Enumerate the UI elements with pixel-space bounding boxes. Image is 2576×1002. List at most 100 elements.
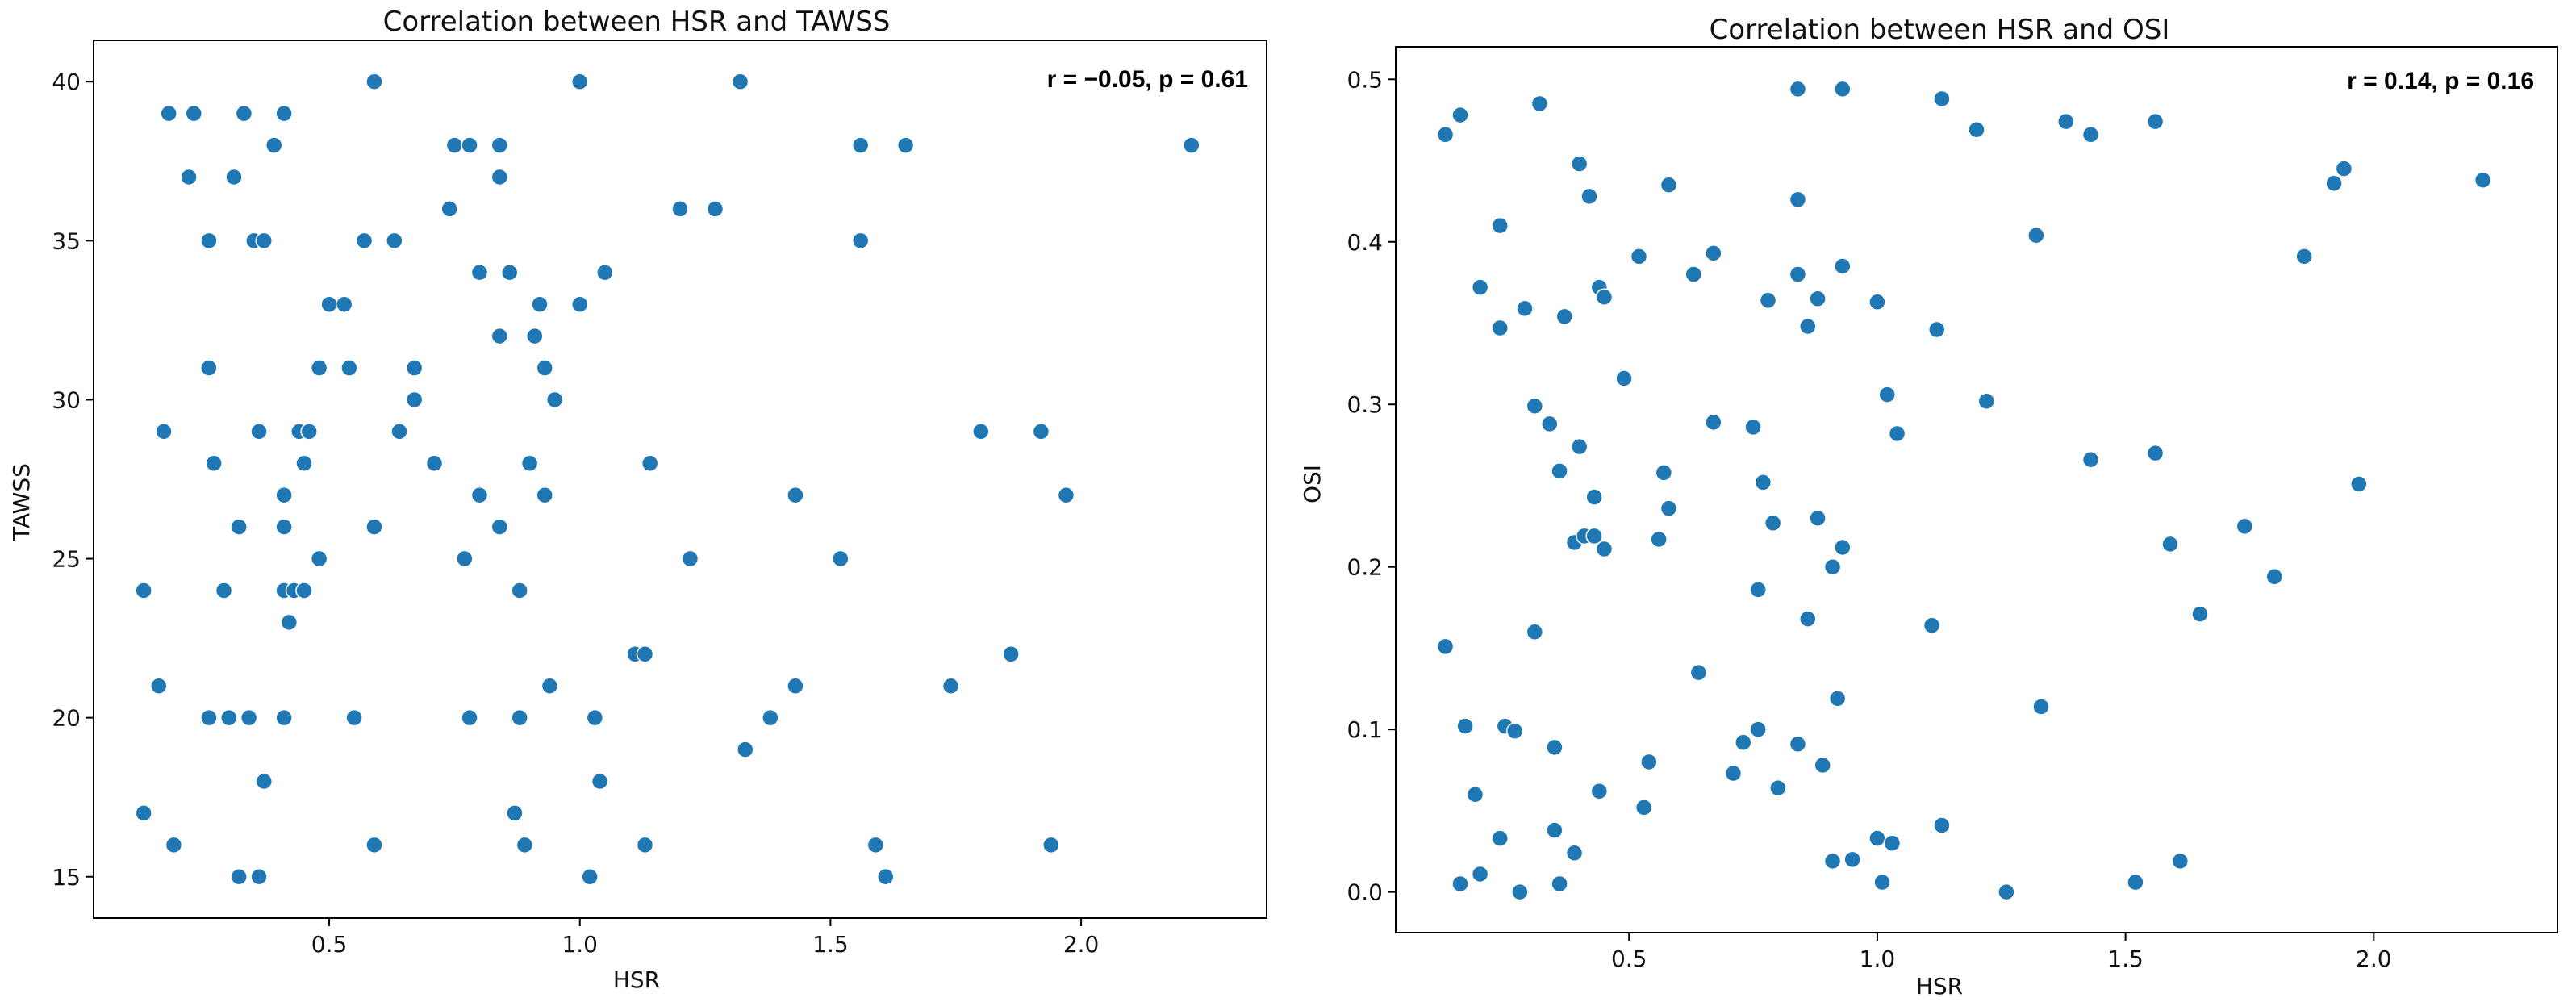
axis-ticks: 0.5 1.0 1.5 2.0 0.0 0.1 0.2 0.3 0.4 0.5 xyxy=(1346,66,2391,972)
data-point xyxy=(520,454,539,473)
data-point xyxy=(240,708,258,727)
data-point xyxy=(470,486,489,504)
data-point xyxy=(405,359,424,377)
data-point xyxy=(1551,875,1568,893)
data-point xyxy=(1759,291,1777,310)
data-point xyxy=(1456,717,1474,735)
data-point xyxy=(365,518,383,536)
data-point xyxy=(1977,392,1996,410)
data-point xyxy=(1630,248,1648,265)
data-point xyxy=(787,486,804,504)
data-point xyxy=(1585,488,1603,506)
data-point xyxy=(310,359,328,377)
x-tick-label: 2.0 xyxy=(2356,946,2392,972)
data-point xyxy=(681,549,699,568)
chart-title: Correlation between HSR and OSI xyxy=(1710,14,2170,46)
data-point xyxy=(1799,610,1817,628)
x-tick-label: 0.5 xyxy=(311,931,348,958)
data-point xyxy=(1873,873,1891,891)
data-point xyxy=(1749,581,1767,599)
y-tick-label: 25 xyxy=(52,546,81,573)
data-point xyxy=(185,104,203,123)
chart-tawss: Correlation between HSR and TAWSS HSR TA… xyxy=(8,6,1267,993)
data-point xyxy=(762,708,779,727)
data-point xyxy=(1516,299,1534,318)
data-point xyxy=(265,136,283,154)
data-point xyxy=(1689,663,1708,682)
chart-title: Correlation between HSR and TAWSS xyxy=(383,6,891,38)
data-point xyxy=(2236,517,2254,536)
data-point xyxy=(386,232,403,250)
data-point xyxy=(1933,90,1951,108)
data-point xyxy=(896,136,915,154)
data-point xyxy=(1923,616,1941,634)
data-point xyxy=(2295,248,2313,265)
data-point xyxy=(255,232,273,250)
data-point xyxy=(1491,319,1509,337)
data-point xyxy=(1551,462,1568,480)
data-point xyxy=(941,677,960,695)
data-point xyxy=(1789,265,1807,283)
data-point xyxy=(1933,816,1951,834)
data-point xyxy=(1789,735,1807,754)
data-point xyxy=(1705,244,1722,262)
data-point xyxy=(2081,126,2100,144)
data-point xyxy=(215,582,233,599)
data-point xyxy=(706,200,724,218)
data-point xyxy=(972,423,990,440)
data-point xyxy=(250,423,268,440)
data-point xyxy=(1526,623,1544,641)
data-point xyxy=(405,390,424,409)
data-point xyxy=(135,582,152,599)
data-point xyxy=(340,359,358,377)
data-point xyxy=(1615,369,1633,387)
data-point xyxy=(275,104,293,123)
y-tick-label: 35 xyxy=(52,228,81,254)
data-point xyxy=(570,295,589,313)
data-point xyxy=(165,836,183,854)
data-point xyxy=(851,136,870,154)
data-point xyxy=(1585,527,1603,545)
data-point xyxy=(275,708,293,727)
data-point xyxy=(200,359,218,377)
data-point xyxy=(1843,850,1861,869)
data-point xyxy=(335,295,353,313)
data-point xyxy=(1878,386,1896,403)
data-point xyxy=(1749,720,1767,738)
data-point xyxy=(1436,126,1455,144)
data-point xyxy=(531,295,549,313)
data-point xyxy=(205,454,223,473)
data-point xyxy=(1526,397,1544,415)
data-point xyxy=(491,136,509,154)
x-tick-label: 0.5 xyxy=(1611,946,1647,972)
data-point xyxy=(1565,844,1584,862)
data-point xyxy=(671,200,689,218)
data-point xyxy=(2032,698,2050,716)
scatter-points xyxy=(1436,80,2492,901)
correlation-annotation: r = 0.14, p = 0.16 xyxy=(2347,68,2534,94)
data-point xyxy=(345,708,363,727)
data-point xyxy=(2171,852,2190,870)
data-point xyxy=(636,645,654,663)
data-point xyxy=(536,359,553,377)
data-point xyxy=(1660,176,1678,194)
data-point xyxy=(2350,475,2368,493)
plot-frame xyxy=(1395,46,2558,933)
data-point xyxy=(1505,722,1524,740)
data-point xyxy=(1555,307,1573,326)
data-point xyxy=(1868,293,1886,311)
y-tick-label: 15 xyxy=(52,864,81,891)
y-axis-label: OSI xyxy=(1299,465,1326,503)
data-point xyxy=(1546,821,1564,839)
data-point xyxy=(1650,530,1668,549)
data-point xyxy=(2081,450,2100,469)
data-point xyxy=(2127,873,2144,891)
data-point xyxy=(641,454,659,473)
x-axis-label: HSR xyxy=(1916,973,1963,1000)
data-point xyxy=(1705,413,1722,432)
data-point xyxy=(1724,764,1743,783)
plot-frame xyxy=(93,40,1267,919)
x-axis-label: HSR xyxy=(613,967,660,993)
data-point xyxy=(1002,645,1020,663)
data-point xyxy=(1042,836,1060,854)
